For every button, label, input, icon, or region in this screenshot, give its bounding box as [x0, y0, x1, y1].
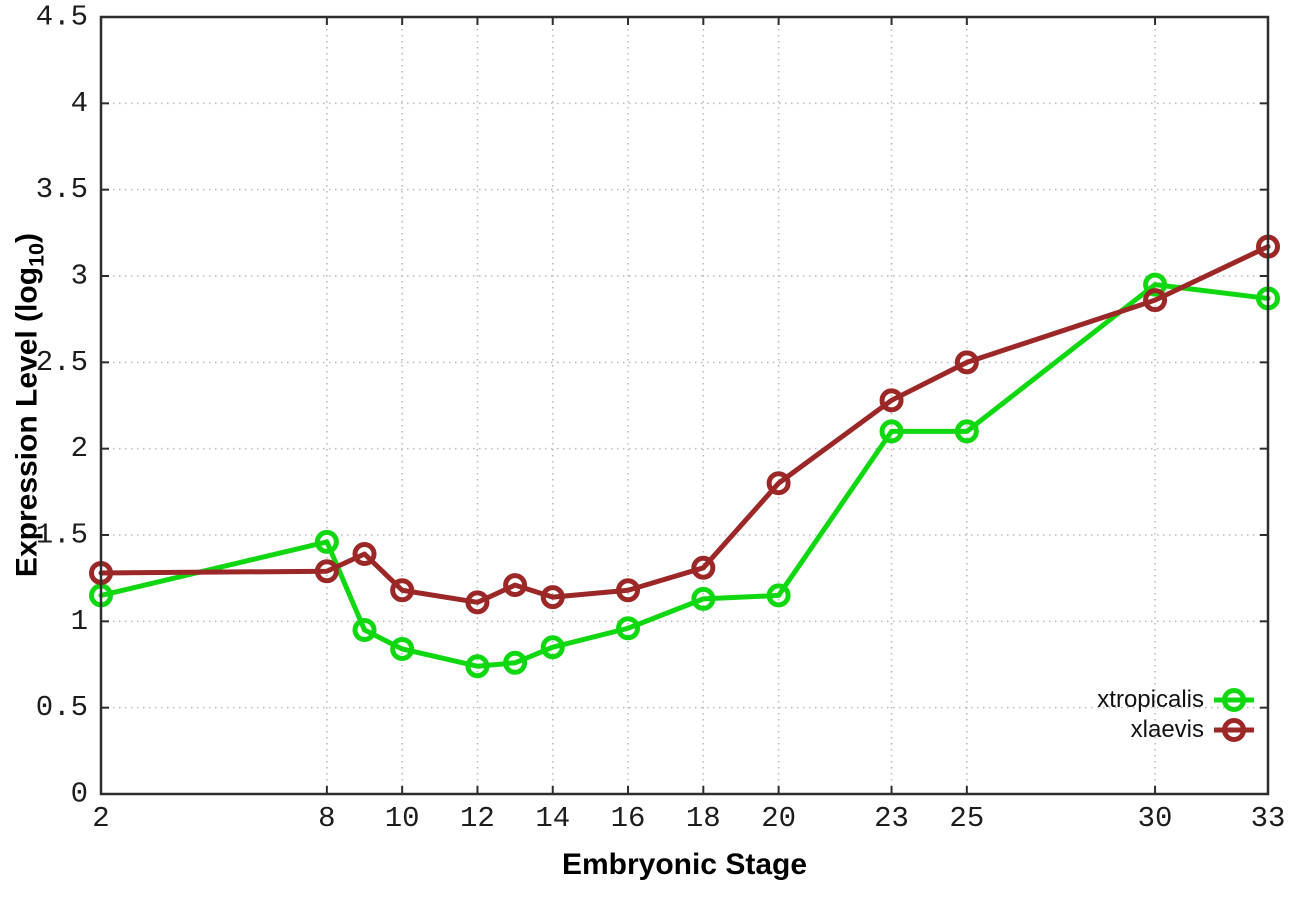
x-tick-label: 18: [686, 802, 721, 835]
legend: xtropicalis xlaevis: [1097, 685, 1255, 745]
y-tick-label: 2: [71, 432, 88, 465]
legend-label-xtropicalis: xtropicalis: [1097, 686, 1204, 713]
data-point-xlaevis: [1143, 288, 1168, 313]
y-tick-label: 1: [71, 605, 88, 638]
data-point-xtropicalis: [390, 636, 415, 661]
x-tick-label: 20: [761, 802, 796, 835]
y-tick-label: 4.5: [36, 1, 88, 34]
data-point-xtropicalis: [879, 419, 904, 444]
y-tick-labels: 0 0.5 1 1.5 2 2.5 3 3.5 4 4.5: [36, 1, 88, 811]
data-point-xlaevis: [954, 350, 979, 375]
data-point-xlaevis: [352, 541, 377, 566]
x-tick-label: 33: [1251, 802, 1286, 835]
series-xtropicalis: [89, 272, 1280, 679]
axis-border: [99, 15, 1270, 796]
line-point-sample-icon: [1214, 718, 1254, 742]
data-point-xlaevis: [314, 559, 339, 584]
y-tick-label: 0: [71, 778, 88, 811]
x-tick-label: 2: [92, 802, 109, 835]
x-tick-label: 23: [874, 802, 909, 835]
legend-label-xlaevis: xlaevis: [1130, 716, 1204, 743]
y-tick-label: 2.5: [36, 346, 88, 379]
y-axis-title-suffix: ): [10, 232, 44, 243]
x-axis-title: Embryonic Stage: [561, 848, 808, 881]
data-point-xlaevis: [503, 573, 528, 598]
data-point-xlaevis: [465, 590, 490, 615]
y-tick-label: 4: [71, 87, 88, 120]
y-tick-label: 3: [71, 260, 88, 293]
data-point-xtropicalis: [616, 616, 641, 641]
data-point-xtropicalis: [540, 635, 565, 660]
x-tick-labels: 2 8 10 12 14 16 18 20 23 25 30 33: [92, 802, 1285, 835]
data-point-xtropicalis: [465, 654, 490, 679]
data-point-xlaevis: [616, 578, 641, 603]
data-point-xlaevis: [390, 578, 415, 603]
y-tick-label: 1.5: [36, 519, 88, 552]
x-tick-label: 12: [460, 802, 495, 835]
data-point-xlaevis: [691, 555, 716, 580]
y-tick-label: 3.5: [36, 173, 88, 206]
data-point-xtropicalis: [314, 529, 339, 554]
x-tick-label: 8: [318, 802, 335, 835]
x-tick-label: 14: [535, 802, 570, 835]
y-axis-title: Expression Level (log10): [11, 233, 50, 577]
data-point-xtropicalis: [954, 419, 979, 444]
legend-item-xlaevis: xlaevis: [1131, 715, 1255, 745]
data-point-xlaevis: [540, 585, 565, 610]
line-point-sample-icon: [1214, 688, 1254, 712]
data-point-xtropicalis: [766, 583, 791, 608]
data-point-xtropicalis: [352, 617, 377, 642]
data-point-xlaevis: [766, 471, 791, 496]
data-point-xtropicalis: [691, 586, 716, 611]
y-axis-title-subscript: 10: [23, 242, 49, 267]
legend-item-xtropicalis: xtropicalis: [1097, 685, 1255, 715]
data-point-xtropicalis: [1143, 272, 1168, 297]
x-tick-label: 16: [611, 802, 646, 835]
grid-lines: [100, 16, 1269, 795]
x-tick-label: 25: [949, 802, 984, 835]
data-point-xlaevis: [879, 388, 904, 413]
data-point-xtropicalis: [503, 650, 528, 675]
tick-marks: [100, 16, 1269, 795]
x-tick-label: 30: [1138, 802, 1173, 835]
y-axis-title-text: Expression Level (log: [10, 266, 44, 578]
x-tick-label: 10: [385, 802, 420, 835]
y-tick-label: 0.5: [36, 691, 88, 724]
